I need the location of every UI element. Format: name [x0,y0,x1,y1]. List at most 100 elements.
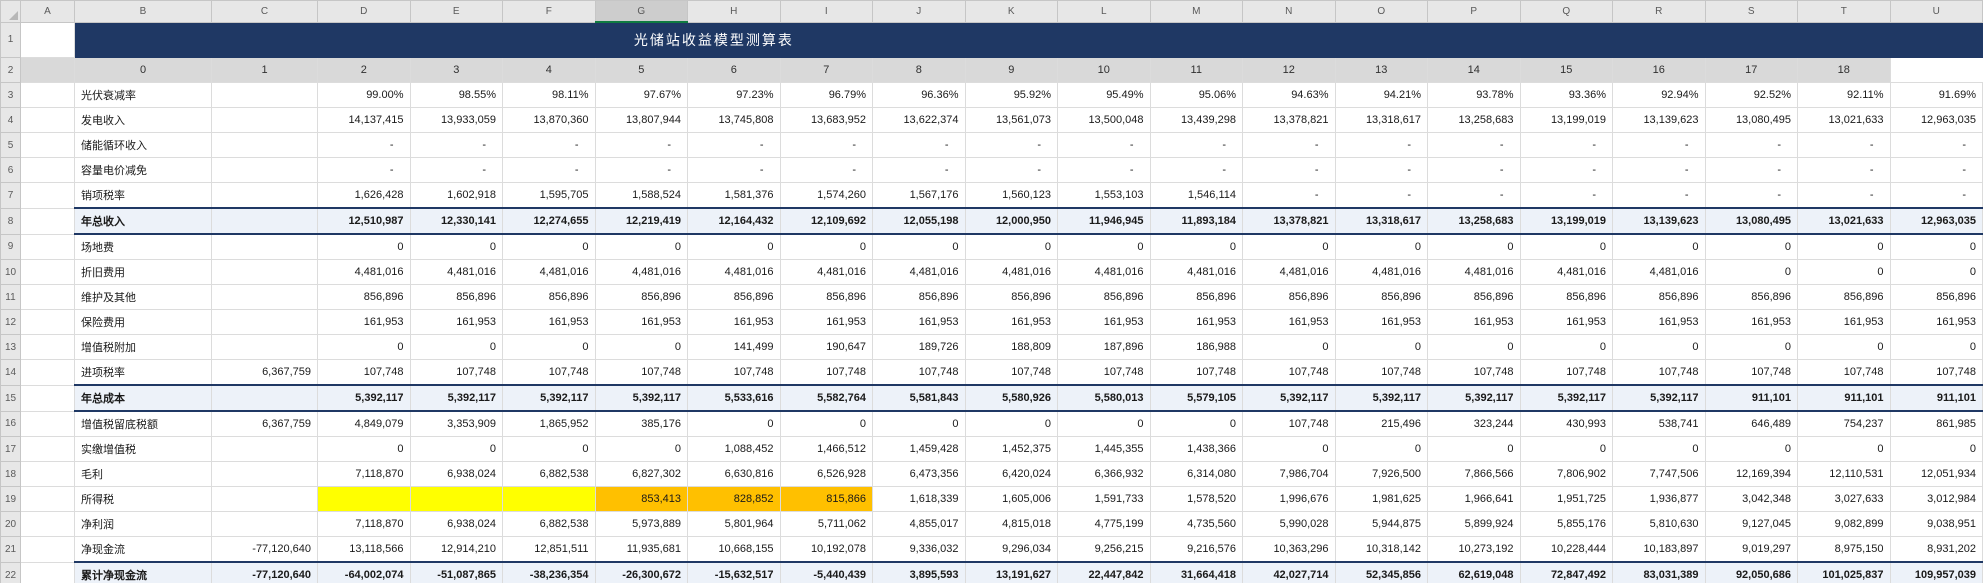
cell-R4[interactable]: 13,139,623 [1612,107,1706,133]
cell-A18[interactable] [20,461,75,487]
cell-Q15[interactable]: 5,392,117 [1519,384,1613,412]
cell-M12[interactable]: 161,953 [1149,309,1243,335]
cell-D3[interactable]: 99.00% [317,82,411,108]
cell-C11[interactable] [211,284,318,310]
year-header-11[interactable]: 11 [1149,57,1243,83]
cell-S4[interactable]: 13,080,495 [1704,107,1798,133]
cell-H19[interactable]: 828,852 [687,486,781,512]
cell-Q9[interactable]: 0 [1519,233,1613,260]
cell-N20[interactable]: 5,990,028 [1242,511,1336,537]
cell-F15[interactable]: 5,392,117 [502,384,596,412]
cell-T20[interactable]: 9,082,899 [1797,511,1891,537]
cell-M8[interactable]: 11,893,184 [1149,207,1243,235]
cell-O18[interactable]: 7,926,500 [1334,461,1428,487]
row-header-5[interactable]: 5 [0,132,21,158]
cell-T22[interactable]: 101,025,837 [1797,561,1891,583]
cell-F11[interactable]: 856,896 [502,284,596,310]
column-header-M[interactable]: M [1149,0,1243,23]
cell-D16[interactable]: 4,849,079 [317,410,411,437]
cell-T21[interactable]: 8,975,150 [1797,536,1891,563]
cell-B18[interactable]: 毛利 [74,461,212,487]
cell-J7[interactable]: 1,567,176 [872,182,966,209]
cell-S10[interactable]: 0 [1704,259,1798,285]
cell-M13[interactable]: 186,988 [1149,334,1243,360]
cell-E9[interactable]: 0 [409,233,503,260]
cell-I20[interactable]: 5,711,062 [779,511,873,537]
row-header-11[interactable]: 11 [0,284,21,310]
cell-U4[interactable]: 12,963,035 [1889,107,1983,133]
cell-T15[interactable]: 911,101 [1797,384,1891,412]
cell-B9[interactable]: 场地费 [74,233,212,260]
cell-G3[interactable]: 97.67% [594,82,688,108]
cell-B12[interactable]: 保险费用 [74,309,212,335]
year-header-9[interactable]: 9 [964,57,1058,83]
cell-R5[interactable]: - [1612,132,1706,158]
cell-N5[interactable]: - [1242,132,1336,158]
cell-L10[interactable]: 4,481,016 [1057,259,1151,285]
cell-R19[interactable]: 1,936,877 [1612,486,1706,512]
cell-M14[interactable]: 107,748 [1149,359,1243,386]
year-header-10[interactable]: 10 [1057,57,1151,83]
cell-B5[interactable]: 储能循环收入 [74,132,212,158]
cell-L13[interactable]: 187,896 [1057,334,1151,360]
cell-D8[interactable]: 12,510,987 [317,207,411,235]
cell-G5[interactable]: - [594,132,688,158]
cell-I16[interactable]: 0 [779,410,873,437]
cell-H13[interactable]: 141,499 [687,334,781,360]
cell-O9[interactable]: 0 [1334,233,1428,260]
cell-U7[interactable]: - [1889,182,1983,209]
cell-P18[interactable]: 7,866,566 [1427,461,1521,487]
cell-U22[interactable]: 109,957,039 [1889,561,1983,583]
cell-R8[interactable]: 13,139,623 [1612,207,1706,235]
cell-L6[interactable]: - [1057,157,1151,183]
cell-I14[interactable]: 107,748 [779,359,873,386]
cell-J15[interactable]: 5,581,843 [872,384,966,412]
column-header-A[interactable]: A [20,0,75,23]
cell-N16[interactable]: 107,748 [1242,410,1336,437]
cell-S22[interactable]: 92,050,686 [1704,561,1798,583]
cell-Q18[interactable]: 7,806,902 [1519,461,1613,487]
cell-A13[interactable] [20,334,75,360]
cell-K22[interactable]: 13,191,627 [964,561,1058,583]
cell-R11[interactable]: 856,896 [1612,284,1706,310]
cell-G12[interactable]: 161,953 [594,309,688,335]
row-header-17[interactable]: 17 [0,436,21,462]
cell-F8[interactable]: 12,274,655 [502,207,596,235]
cell-L16[interactable]: 0 [1057,410,1151,437]
cell-G4[interactable]: 13,807,944 [594,107,688,133]
cell-J19[interactable]: 1,618,339 [872,486,966,512]
cell-O15[interactable]: 5,392,117 [1334,384,1428,412]
row-header-12[interactable]: 12 [0,309,21,335]
cell-Q14[interactable]: 107,748 [1519,359,1613,386]
cell-C8[interactable] [211,207,318,235]
cell-G18[interactable]: 6,827,302 [594,461,688,487]
cell-K13[interactable]: 188,809 [964,334,1058,360]
cell-U6[interactable]: - [1889,157,1983,183]
cell-F16[interactable]: 1,865,952 [502,410,596,437]
cell-U18[interactable]: 12,051,934 [1889,461,1983,487]
cell-E11[interactable]: 856,896 [409,284,503,310]
cell-A17[interactable] [20,436,75,462]
cell-F13[interactable]: 0 [502,334,596,360]
cell-M7[interactable]: 1,546,114 [1149,182,1243,209]
cell-P19[interactable]: 1,966,641 [1427,486,1521,512]
cell-H14[interactable]: 107,748 [687,359,781,386]
cell-I9[interactable]: 0 [779,233,873,260]
cell-R14[interactable]: 107,748 [1612,359,1706,386]
cell-O13[interactable]: 0 [1334,334,1428,360]
cell-E13[interactable]: 0 [409,334,503,360]
cell-K4[interactable]: 13,561,073 [964,107,1058,133]
cell-U13[interactable]: 0 [1889,334,1983,360]
column-header-B[interactable]: B [74,0,212,23]
cell-D20[interactable]: 7,118,870 [317,511,411,537]
cell-L9[interactable]: 0 [1057,233,1151,260]
cell-K3[interactable]: 95.92% [964,82,1058,108]
cell-A16[interactable] [20,410,75,437]
cell-C15[interactable] [211,384,318,412]
row-header-3[interactable]: 3 [0,82,21,108]
cell-I7[interactable]: 1,574,260 [779,182,873,209]
row-header-8[interactable]: 8 [0,207,21,235]
cell-Q19[interactable]: 1,951,725 [1519,486,1613,512]
cell-M5[interactable]: - [1149,132,1243,158]
cell-N17[interactable]: 0 [1242,436,1336,462]
